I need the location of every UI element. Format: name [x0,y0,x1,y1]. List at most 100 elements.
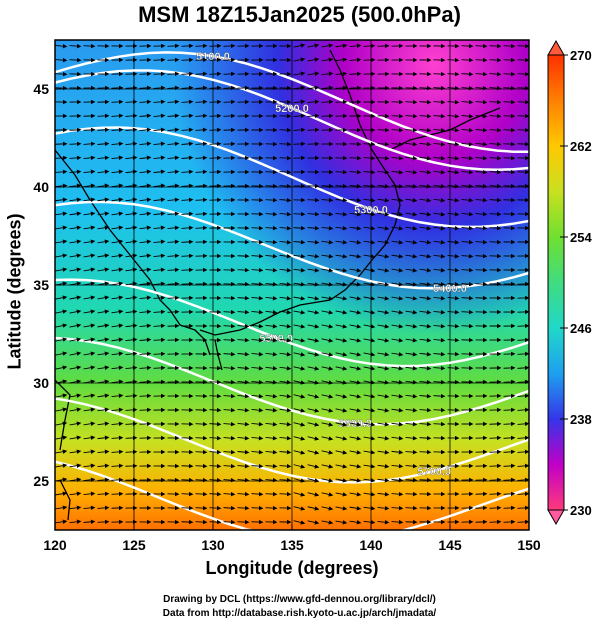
wind-arrow [69,43,82,49]
wind-arrow [209,449,222,455]
wind-arrow [363,408,376,413]
wind-arrow [447,323,460,329]
x-tick-label: 135 [280,537,304,553]
wind-arrow [83,337,96,342]
wind-arrow [153,211,166,217]
wind-arrow [321,197,334,203]
wind-arrow [363,520,376,525]
wind-arrow [517,337,529,343]
wind-arrow [265,435,278,441]
wind-arrow [447,267,460,273]
wind-arrow [83,183,96,189]
wind-arrow [125,267,138,272]
wind-arrow [111,477,124,483]
wind-arrow [265,169,278,175]
wind-arrow [363,57,376,63]
wind-arrow [209,57,222,63]
wind-arrow [223,463,236,469]
wind-arrow [195,197,208,203]
wind-arrow [461,239,474,245]
wind-arrow [125,127,138,133]
wind-arrow [209,421,222,427]
wind-arrow [83,505,96,511]
wind-arrow [489,85,502,91]
wind-arrow [195,477,208,483]
wind-arrow [97,379,110,384]
wind-arrow [55,211,68,216]
wind-arrow [307,268,320,273]
wind-arrow [349,268,362,273]
wind-arrow [153,197,166,203]
wind-arrow [69,449,82,454]
wind-arrow [139,393,152,399]
colorbar-tick-label: 270 [570,48,592,63]
wind-arrow [321,478,334,483]
wind-arrow [223,323,236,329]
wind-arrow [391,184,404,189]
wind-arrow [167,183,180,189]
wind-arrow [461,267,474,273]
wind-arrow [363,43,376,49]
wind-arrow [69,337,82,342]
wind-arrow [475,127,488,133]
wind-arrow [517,127,529,133]
wind-arrow [293,43,306,48]
credit-drawing: Drawing by DCL (https://www.gfd-dennou.o… [163,594,436,605]
wind-arrow [377,268,390,273]
wind-arrow [251,463,264,469]
wind-arrow [377,198,390,203]
wind-arrow [153,85,166,91]
wind-arrow [83,267,96,272]
wind-arrow [209,127,222,133]
wind-arrow [111,169,124,175]
wind-arrow [265,239,278,245]
colorbar-top-arrow [547,39,565,56]
wind-arrow [139,295,152,301]
wind-arrow [447,225,460,231]
wind-arrow [447,281,460,287]
wind-arrow [489,519,502,525]
wind-arrow [293,268,306,273]
wind-arrow [251,407,264,413]
wind-arrow [433,295,446,301]
colorbar: 270 262 254 246 238 230 [547,39,592,526]
contour-label: 5800.0 [244,528,278,540]
wind-arrow [167,99,180,105]
wind-arrow [139,113,152,119]
wind-arrow [111,211,124,216]
wind-arrow [447,253,460,259]
wind-arrow [125,211,138,216]
wind-arrow [419,449,432,455]
wind-arrow [265,337,278,343]
wind-arrow [69,211,82,216]
wind-arrow [195,57,208,63]
wind-arrow [405,491,418,497]
wind-arrow [279,239,292,245]
y-tick-label: 25 [33,473,49,489]
wind-arrow [279,380,292,385]
wind-arrow [489,141,502,147]
wind-arrow [433,268,446,273]
wind-arrow [181,113,194,119]
wind-arrow [237,295,250,301]
wind-arrow [363,240,376,245]
wind-arrow [55,351,68,356]
wind-arrow [111,183,124,188]
wind-arrow [391,422,404,427]
wind-arrow [517,407,529,413]
wind-arrow [223,99,236,105]
wind-arrow [307,85,320,90]
wind-arrow [251,491,264,497]
wind-arrow [503,155,516,161]
wind-arrow [377,324,390,329]
wind-arrow [265,309,278,315]
wind-arrow [279,449,292,455]
wind-arrow [293,520,306,525]
wind-arrow [209,407,222,413]
wind-arrow [307,99,320,105]
credit-data: Data from http://database.rish.kyoto-u.a… [162,608,437,619]
wind-arrow [405,435,418,441]
wind-arrow [405,380,418,385]
wind-arrow [181,505,194,511]
wind-arrow [447,211,460,217]
